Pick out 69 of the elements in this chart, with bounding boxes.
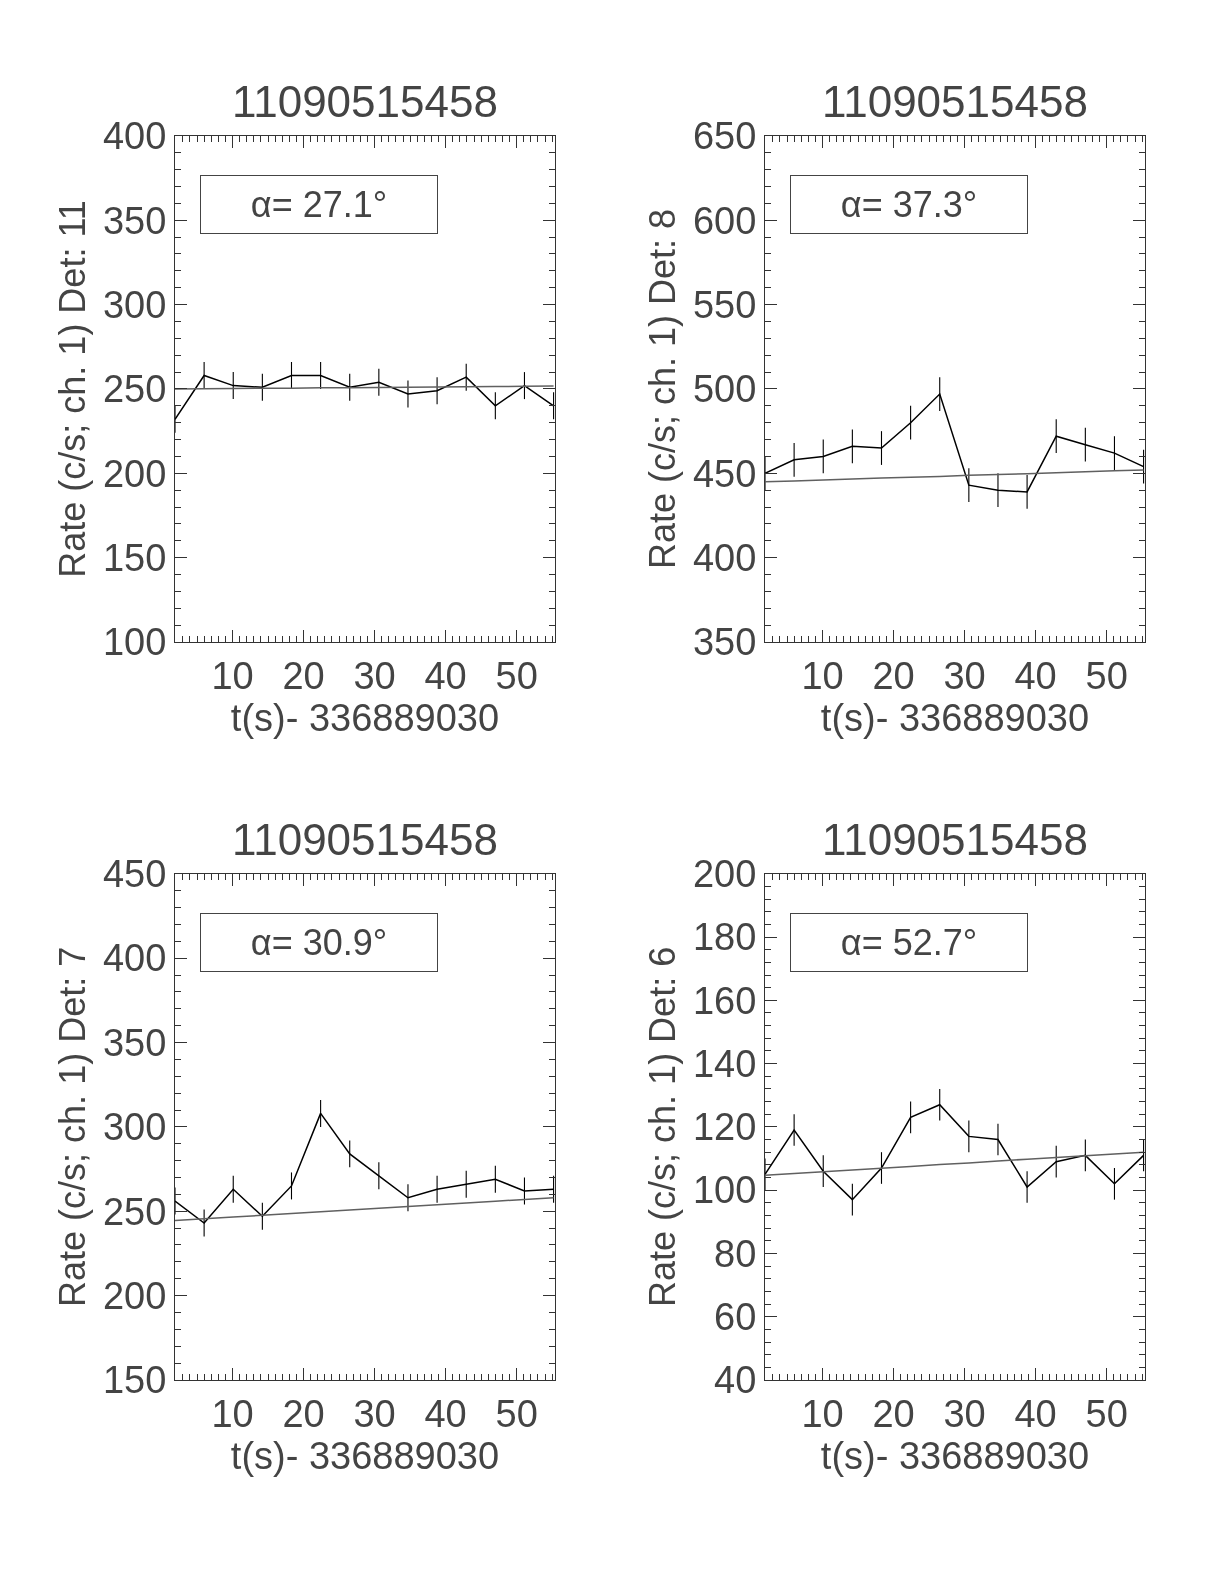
chart-title: 11090515458: [822, 815, 1088, 864]
y-axis-title: Rate (c/s; ch. 1) Det: 6: [641, 946, 683, 1307]
y-tick-label: 60: [714, 1296, 757, 1339]
y-tick-label: 350: [102, 1021, 167, 1064]
x-tick-label: 10: [211, 654, 254, 697]
x-tick-label: 30: [943, 1392, 986, 1435]
x-tick-label: 40: [424, 654, 467, 697]
x-tick-label: 30: [943, 654, 986, 697]
x-tick-label: 50: [1085, 1392, 1128, 1435]
x-tick-label: 40: [1014, 1392, 1057, 1435]
chart-title: 11090515458: [232, 815, 498, 864]
y-tick-label: 650: [692, 115, 757, 158]
y-axis-title: Rate (c/s; ch. 1) Det: 11: [51, 200, 93, 578]
y-axis-title: Rate (c/s; ch. 1) Det: 8: [641, 208, 683, 570]
x-axis-title: t(s)- 336889030: [820, 696, 1090, 739]
y-tick-label: 140: [692, 1042, 757, 1085]
x-tick-label: 10: [801, 1392, 844, 1435]
y-tick-label: 200: [692, 853, 757, 896]
x-tick-label: 50: [495, 1392, 538, 1435]
y-tick-label: 250: [102, 1190, 167, 1233]
x-tick-label: 10: [211, 1392, 254, 1435]
y-tick-label: 450: [692, 452, 757, 495]
x-tick-label: 30: [353, 1392, 396, 1435]
x-tick-label: 10: [801, 654, 844, 697]
y-tick-label: 500: [692, 368, 757, 411]
chart-title: 11090515458: [822, 77, 1088, 126]
x-axis-title: t(s)- 336889030: [820, 1434, 1090, 1477]
x-axis-title: t(s)- 336889030: [230, 696, 500, 739]
y-tick-label: 160: [692, 979, 757, 1022]
y-tick-label: 350: [692, 621, 757, 664]
x-tick-label: 20: [872, 654, 915, 697]
y-tick-label: 550: [692, 283, 757, 326]
y-tick-label: 400: [692, 537, 757, 580]
x-tick-label: 20: [872, 1392, 915, 1435]
y-tick-label: 450: [102, 853, 167, 896]
annotation: α= 30.9°: [250, 922, 388, 963]
x-tick-label: 40: [424, 1392, 467, 1435]
chart-title: 11090515458: [232, 77, 498, 126]
line-series: [175, 1197, 555, 1222]
y-tick-label: 80: [714, 1232, 757, 1275]
y-tick-label: 100: [692, 1169, 757, 1212]
y-tick-label: 200: [102, 452, 167, 495]
y-tick-label: 250: [102, 368, 167, 411]
x-axis-title: t(s)- 336889030: [230, 1434, 500, 1477]
x-tick-label: 20: [282, 1392, 325, 1435]
x-tick-label: 20: [282, 654, 325, 697]
line-series: [765, 469, 1145, 483]
y-tick-label: 180: [692, 916, 757, 959]
line-series: [765, 1151, 1145, 1177]
x-tick-label: 30: [353, 654, 396, 697]
x-tick-label: 50: [495, 654, 538, 697]
x-tick-label: 50: [1085, 654, 1128, 697]
y-tick-label: 150: [102, 1359, 167, 1402]
annotation: α= 27.1°: [250, 184, 388, 225]
y-tick-label: 40: [714, 1359, 757, 1402]
y-tick-label: 400: [102, 937, 167, 980]
annotation: α= 52.7°: [840, 922, 978, 963]
y-axis-title: Rate (c/s; ch. 1) Det: 7: [51, 946, 93, 1307]
annotation: α= 37.3°: [840, 184, 978, 225]
y-tick-label: 350: [102, 199, 167, 242]
y-tick-label: 400: [102, 115, 167, 158]
y-tick-label: 300: [102, 283, 167, 326]
y-tick-label: 100: [102, 621, 167, 664]
y-tick-label: 600: [692, 199, 757, 242]
y-tick-label: 150: [102, 537, 167, 580]
y-tick-label: 300: [102, 1106, 167, 1149]
y-tick-label: 120: [692, 1106, 757, 1149]
y-tick-label: 200: [102, 1274, 167, 1317]
x-tick-label: 40: [1014, 654, 1057, 697]
